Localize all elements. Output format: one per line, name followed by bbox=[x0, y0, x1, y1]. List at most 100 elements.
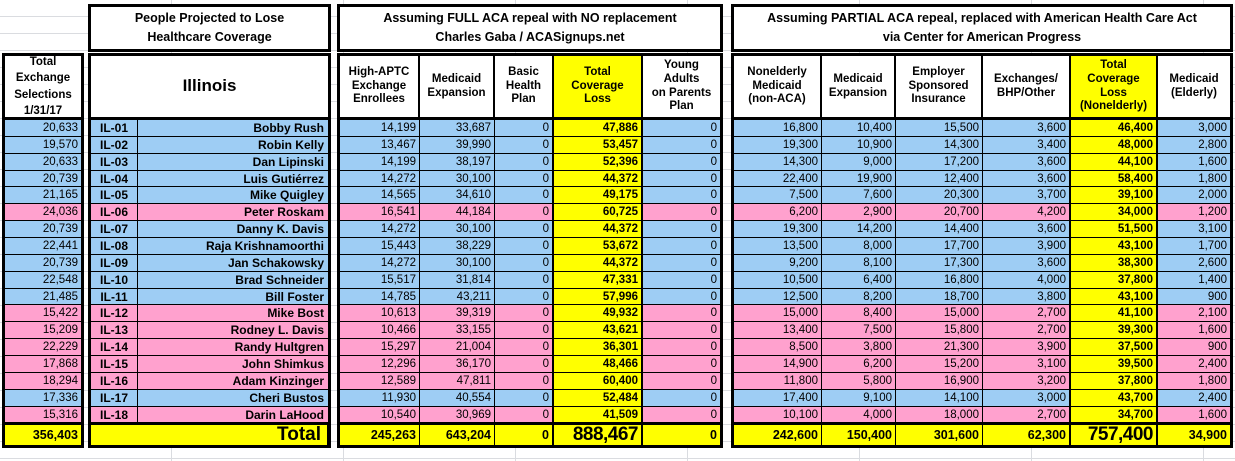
partial-repeal-value-cell[interactable]: 1,700 bbox=[1158, 238, 1230, 255]
full-repeal-value-cell[interactable]: 53,457 bbox=[552, 136, 643, 154]
district-code-cell[interactable]: IL-14 bbox=[91, 339, 138, 357]
partial-repeal-value-cell[interactable]: 2,400 bbox=[1158, 356, 1230, 373]
district-code-cell[interactable]: IL-06 bbox=[91, 204, 138, 222]
partial-repeal-value-cell[interactable]: 16,800 bbox=[896, 271, 983, 289]
partial-repeal-value-cell[interactable]: 43,700 bbox=[1069, 389, 1158, 407]
representative-name-cell[interactable]: Rodney L. Davis bbox=[138, 322, 328, 340]
partial-repeal-value-cell[interactable]: 37,800 bbox=[1069, 372, 1158, 390]
partial-repeal-value-cell[interactable]: 12,500 bbox=[734, 288, 822, 306]
exchange-selections-cell[interactable]: 17,336 bbox=[5, 389, 81, 407]
partial-repeal-value-cell[interactable]: 48,000 bbox=[1069, 136, 1158, 154]
partial-repeal-value-cell[interactable]: 5,800 bbox=[822, 372, 896, 390]
partial-repeal-value-cell[interactable]: 14,100 bbox=[896, 389, 983, 407]
partial-repeal-value-cell[interactable]: 39,300 bbox=[1069, 322, 1158, 340]
full-repeal-value-cell[interactable]: 36,301 bbox=[552, 339, 643, 357]
partial-repeal-value-cell[interactable]: 15,200 bbox=[896, 356, 983, 373]
partial-repeal-value-cell[interactable]: 16,800 bbox=[734, 120, 822, 137]
partial-repeal-value-cell[interactable]: 15,000 bbox=[896, 305, 983, 323]
exchange-selections-cell[interactable]: 17,868 bbox=[5, 356, 81, 373]
full-repeal-value-cell[interactable]: 11,930 bbox=[340, 389, 420, 407]
representative-name-cell[interactable]: Luis Gutiérrez bbox=[138, 170, 328, 188]
partial-repeal-total-cell[interactable]: 301,600 bbox=[896, 423, 983, 445]
partial-repeal-value-cell[interactable]: 18,700 bbox=[896, 288, 983, 306]
full-repeal-value-cell[interactable]: 0 bbox=[495, 389, 552, 407]
partial-repeal-value-cell[interactable]: 8,400 bbox=[822, 305, 896, 323]
representative-name-cell[interactable]: Robin Kelly bbox=[138, 136, 328, 154]
full-repeal-value-cell[interactable]: 0 bbox=[643, 204, 720, 222]
exchange-selections-cell[interactable]: 24,036 bbox=[5, 204, 81, 222]
full-repeal-value-cell[interactable]: 14,199 bbox=[340, 153, 420, 171]
full-repeal-value-cell[interactable]: 0 bbox=[643, 372, 720, 390]
representative-name-cell[interactable]: Bill Foster bbox=[138, 288, 328, 306]
exchange-selections-cell[interactable]: 15,422 bbox=[5, 305, 81, 323]
full-repeal-total-cell[interactable]: 643,204 bbox=[420, 423, 495, 445]
representative-name-cell[interactable]: Mike Quigley bbox=[138, 187, 328, 205]
full-repeal-value-cell[interactable]: 39,319 bbox=[420, 305, 495, 323]
full-repeal-value-cell[interactable]: 0 bbox=[643, 339, 720, 357]
district-code-cell[interactable]: IL-07 bbox=[91, 221, 138, 239]
partial-repeal-value-cell[interactable]: 9,200 bbox=[734, 254, 822, 272]
district-code-cell[interactable]: IL-16 bbox=[91, 372, 138, 390]
partial-repeal-value-cell[interactable]: 9,000 bbox=[822, 153, 896, 171]
representative-name-cell[interactable]: John Shimkus bbox=[138, 356, 328, 373]
representative-name-cell[interactable]: Jan Schakowsky bbox=[138, 254, 328, 272]
representative-name-cell[interactable]: Darin LaHood bbox=[138, 406, 328, 424]
partial-repeal-value-cell[interactable]: 900 bbox=[1158, 339, 1230, 357]
full-repeal-value-cell[interactable]: 0 bbox=[495, 356, 552, 373]
partial-repeal-value-cell[interactable]: 12,400 bbox=[896, 170, 983, 188]
full-repeal-value-cell[interactable]: 0 bbox=[643, 356, 720, 373]
partial-repeal-value-cell[interactable]: 38,300 bbox=[1069, 254, 1158, 272]
full-repeal-total-cell[interactable]: 0 bbox=[495, 423, 552, 445]
representative-name-cell[interactable]: Cheri Bustos bbox=[138, 389, 328, 407]
partial-repeal-value-cell[interactable]: 3,800 bbox=[822, 339, 896, 357]
full-repeal-value-cell[interactable]: 49,175 bbox=[552, 187, 643, 205]
full-repeal-value-cell[interactable]: 38,229 bbox=[420, 238, 495, 255]
district-code-cell[interactable]: IL-17 bbox=[91, 389, 138, 407]
representative-name-cell[interactable]: Brad Schneider bbox=[138, 271, 328, 289]
exchange-selections-cell[interactable]: 20,739 bbox=[5, 170, 81, 188]
partial-repeal-value-cell[interactable]: 17,300 bbox=[896, 254, 983, 272]
district-code-cell[interactable]: IL-08 bbox=[91, 238, 138, 255]
partial-repeal-value-cell[interactable]: 3,600 bbox=[983, 221, 1069, 239]
exchange-selections-cell[interactable]: 19,570 bbox=[5, 136, 81, 154]
full-repeal-value-cell[interactable]: 47,886 bbox=[552, 120, 643, 137]
partial-repeal-value-cell[interactable]: 43,100 bbox=[1069, 288, 1158, 306]
partial-repeal-value-cell[interactable]: 1,600 bbox=[1158, 153, 1230, 171]
partial-repeal-value-cell[interactable]: 41,100 bbox=[1069, 305, 1158, 323]
full-repeal-value-cell[interactable]: 0 bbox=[643, 389, 720, 407]
partial-repeal-value-cell[interactable]: 37,500 bbox=[1069, 339, 1158, 357]
full-repeal-value-cell[interactable]: 0 bbox=[643, 120, 720, 137]
exchange-selections-cell[interactable]: 22,441 bbox=[5, 238, 81, 255]
partial-repeal-value-cell[interactable]: 3,000 bbox=[983, 389, 1069, 407]
partial-repeal-value-cell[interactable]: 3,000 bbox=[1158, 120, 1230, 137]
partial-repeal-value-cell[interactable]: 16,900 bbox=[896, 372, 983, 390]
full-repeal-value-cell[interactable]: 44,372 bbox=[552, 254, 643, 272]
district-code-cell[interactable]: IL-03 bbox=[91, 153, 138, 171]
full-repeal-value-cell[interactable]: 0 bbox=[643, 406, 720, 424]
partial-repeal-value-cell[interactable]: 17,400 bbox=[734, 389, 822, 407]
partial-repeal-value-cell[interactable]: 6,200 bbox=[734, 204, 822, 222]
full-repeal-value-cell[interactable]: 0 bbox=[643, 170, 720, 188]
full-repeal-value-cell[interactable]: 0 bbox=[643, 153, 720, 171]
representative-name-cell[interactable]: Mike Bost bbox=[138, 305, 328, 323]
partial-repeal-total-cell[interactable]: 150,400 bbox=[822, 423, 896, 445]
full-repeal-value-cell[interactable]: 49,932 bbox=[552, 305, 643, 323]
full-repeal-value-cell[interactable]: 10,540 bbox=[340, 406, 420, 424]
full-repeal-value-cell[interactable]: 47,331 bbox=[552, 271, 643, 289]
representative-name-cell[interactable]: Danny K. Davis bbox=[138, 221, 328, 239]
full-repeal-value-cell[interactable]: 0 bbox=[495, 204, 552, 222]
full-repeal-value-cell[interactable]: 14,272 bbox=[340, 170, 420, 188]
partial-repeal-value-cell[interactable]: 44,100 bbox=[1069, 153, 1158, 171]
exchange-selections-cell[interactable]: 21,165 bbox=[5, 187, 81, 205]
full-repeal-value-cell[interactable]: 30,100 bbox=[420, 254, 495, 272]
full-repeal-value-cell[interactable]: 44,184 bbox=[420, 204, 495, 222]
partial-repeal-total-cell[interactable]: 242,600 bbox=[734, 423, 822, 445]
partial-repeal-value-cell[interactable]: 51,500 bbox=[1069, 221, 1158, 239]
district-code-cell[interactable]: IL-13 bbox=[91, 322, 138, 340]
full-repeal-value-cell[interactable]: 14,272 bbox=[340, 221, 420, 239]
full-repeal-value-cell[interactable]: 15,517 bbox=[340, 271, 420, 289]
partial-repeal-value-cell[interactable]: 15,800 bbox=[896, 322, 983, 340]
full-repeal-value-cell[interactable]: 12,296 bbox=[340, 356, 420, 373]
partial-repeal-value-cell[interactable]: 2,400 bbox=[1158, 389, 1230, 407]
full-repeal-value-cell[interactable]: 39,990 bbox=[420, 136, 495, 154]
